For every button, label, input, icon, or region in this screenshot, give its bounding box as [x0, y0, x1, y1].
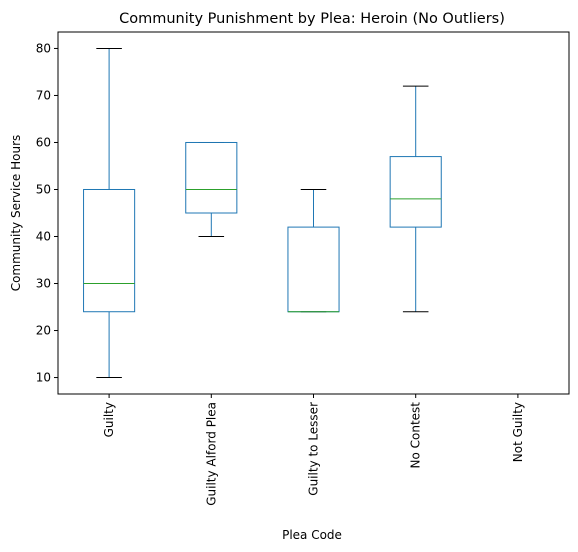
y-tick-label: 80 [36, 41, 51, 55]
chart-title: Community Punishment by Plea: Heroin (No… [119, 11, 505, 27]
box-group [84, 48, 135, 377]
box-group [186, 142, 237, 236]
x-tick-label: Guilty [102, 402, 116, 437]
x-axis: Guilty Guilty Alford Plea Guilty to Lesser… [102, 394, 525, 506]
x-axis-label: Plea Code [282, 528, 342, 542]
x-tick-label: Not Guilty [511, 402, 525, 462]
y-tick-label: 30 [36, 277, 51, 291]
y-axis: 10 20 30 40 50 60 70 80 [36, 41, 58, 384]
iqr-box [288, 227, 339, 312]
y-tick-label: 60 [36, 135, 51, 149]
y-tick-label: 20 [36, 324, 51, 338]
x-tick-label: No Contest [409, 402, 423, 469]
x-tick-label: Guilty Alford Plea [204, 402, 218, 506]
box-group [390, 86, 441, 312]
box-series [84, 48, 442, 377]
x-tick-label: Guilty to Lesser [307, 402, 321, 496]
box-group [288, 189, 339, 311]
iqr-box [84, 189, 135, 311]
y-axis-label: Community Service Hours [9, 135, 23, 292]
y-tick-label: 70 [36, 88, 51, 102]
iqr-box [186, 142, 237, 213]
iqr-box [390, 157, 441, 228]
y-tick-label: 40 [36, 230, 51, 244]
y-tick-label: 10 [36, 371, 51, 385]
y-tick-label: 50 [36, 182, 51, 196]
